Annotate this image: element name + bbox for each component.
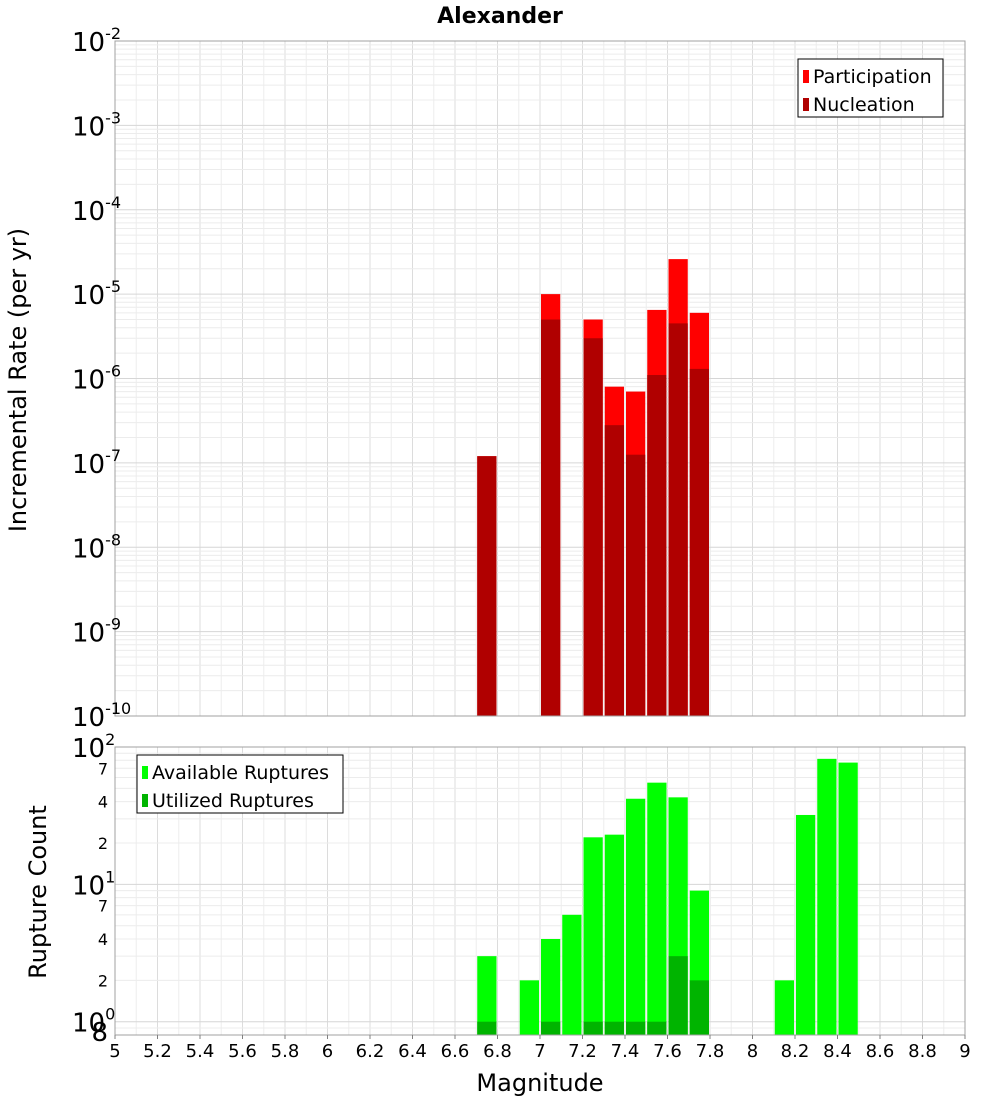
legend-box xyxy=(136,754,344,814)
x-tick-label: 8 xyxy=(747,1041,758,1062)
legend-box xyxy=(797,58,944,118)
gridlines xyxy=(114,40,966,717)
y-tick-label: 10-2 xyxy=(72,24,121,58)
bottom-y-axis-label: Rupture Count xyxy=(24,805,52,979)
nucleation-bar xyxy=(604,425,624,716)
available-bar xyxy=(583,837,603,1035)
x-tick-label: 5.2 xyxy=(143,1041,172,1062)
nucleation-bar xyxy=(626,454,646,716)
y-tick-labels: 10-2 10-3 10-4 10-5 10-6 10-7 10-8 10-9 10-10 xyxy=(72,24,131,733)
utilized-bar xyxy=(583,1021,603,1035)
x-tick-labels: 5 5.2 5.4 5.6 5.8 6 6.2 6.4 6.6 6.8 7 7.2 7.4 7.6 7.8 8… xyxy=(109,1035,971,1062)
x-tick-label: 5.8 xyxy=(271,1041,300,1062)
x-tick-label: 8.4 xyxy=(823,1041,852,1062)
top-y-axis-label: Incremental Rate (per yr) xyxy=(4,228,32,532)
y-minor-tick-labels: 7 4 2 7 4 2 8 xyxy=(91,759,108,1048)
nucleation-bar xyxy=(689,368,709,716)
y-minor-tick-label: 7 xyxy=(98,759,108,778)
available-bar xyxy=(477,956,497,1035)
y-tick-label: 10-9 xyxy=(72,615,121,649)
legend-entry: Utilized Ruptures xyxy=(152,790,314,812)
x-axis-label: Magnitude xyxy=(476,1069,603,1097)
plot-border xyxy=(114,40,966,717)
available-bar xyxy=(562,914,582,1035)
y-tick-label: 10-4 xyxy=(72,193,121,227)
y-tick-label: 10-8 xyxy=(72,530,121,564)
legend-swatch xyxy=(142,794,148,807)
x-tick-label: 6 xyxy=(322,1041,333,1062)
nucleation-bar xyxy=(668,323,688,716)
available-bar xyxy=(519,980,539,1035)
y-minor-tick-label: 4 xyxy=(98,930,108,949)
nucleation-bar xyxy=(541,319,561,716)
utilized-bar xyxy=(477,1021,497,1035)
x-tick-label: 8.6 xyxy=(866,1041,895,1062)
legend-swatch xyxy=(803,98,809,111)
x-tick-label: 7.6 xyxy=(653,1041,682,1062)
utilized-bar xyxy=(541,1021,561,1035)
available-bar xyxy=(774,980,794,1035)
y-tick-label: 10-6 xyxy=(72,362,121,396)
available-bar xyxy=(817,758,837,1035)
utilized-bar xyxy=(668,956,688,1035)
x-tick-label: 5.6 xyxy=(228,1041,257,1062)
x-tick-label: 6.8 xyxy=(483,1041,512,1062)
nucleation-bar xyxy=(647,375,667,716)
y-minor-tick-label: 2 xyxy=(98,971,108,990)
bars xyxy=(477,259,709,716)
available-bar xyxy=(604,834,624,1035)
nucleation-bar xyxy=(583,338,603,716)
rate-plot: 10-2 10-3 10-4 10-5 10-6 10-7 10-8 10-9 10-10 Par… xyxy=(72,24,966,733)
rate-legend: Participation Nucleation xyxy=(797,58,944,118)
x-tick-label: 8.8 xyxy=(908,1041,937,1062)
utilized-bar xyxy=(626,1021,646,1035)
y-tick-label: 10-5 xyxy=(72,277,121,311)
nucleation-bar xyxy=(477,456,497,716)
y-tick-label: 100 xyxy=(72,1005,115,1039)
legend-swatch xyxy=(803,70,809,83)
utilized-bar xyxy=(647,1021,667,1035)
x-tick-label: 7.8 xyxy=(696,1041,725,1062)
chart-title: Alexander xyxy=(437,4,563,29)
y-tick-labels: 102 101 100 xyxy=(72,730,115,1039)
available-bar xyxy=(838,762,858,1035)
y-minor-tick-label: 2 xyxy=(98,834,108,853)
x-tick-label: 5.4 xyxy=(186,1041,215,1062)
x-tick-label: 8.2 xyxy=(781,1041,810,1062)
x-tick-label: 6.6 xyxy=(441,1041,470,1062)
y-tick-label: 101 xyxy=(72,867,115,901)
available-bar xyxy=(626,798,646,1035)
available-bar xyxy=(647,782,667,1035)
available-bar xyxy=(796,814,816,1035)
x-tick-label: 7.2 xyxy=(568,1041,597,1062)
x-tick-label: 5 xyxy=(109,1041,120,1062)
y-tick-label: 10-3 xyxy=(72,108,121,142)
y-tick-label: 10-7 xyxy=(72,446,121,480)
x-tick-label: 6.4 xyxy=(398,1041,427,1062)
utilized-bar xyxy=(604,1021,624,1035)
y-minor-tick-label: 7 xyxy=(98,897,108,916)
utilized-bar xyxy=(689,980,709,1035)
legend-entry: Nucleation xyxy=(813,94,915,116)
x-tick-label: 7 xyxy=(534,1041,545,1062)
x-tick-label: 6.2 xyxy=(356,1041,385,1062)
legend-entry: Available Ruptures xyxy=(152,762,329,784)
y-tick-label: 102 xyxy=(72,730,115,764)
y-minor-tick-label: 8 xyxy=(91,1018,108,1048)
bars xyxy=(477,758,858,1035)
count-legend: Available Ruptures Utilized Ruptures xyxy=(136,754,344,814)
y-minor-tick-label: 4 xyxy=(98,793,108,812)
legend-entry: Participation xyxy=(813,66,932,88)
x-tick-label: 9 xyxy=(959,1041,970,1062)
x-tick-label: 7.4 xyxy=(611,1041,640,1062)
legend-swatch xyxy=(142,766,148,779)
available-bar xyxy=(541,939,561,1035)
y-tick-label: 10-10 xyxy=(72,699,131,733)
